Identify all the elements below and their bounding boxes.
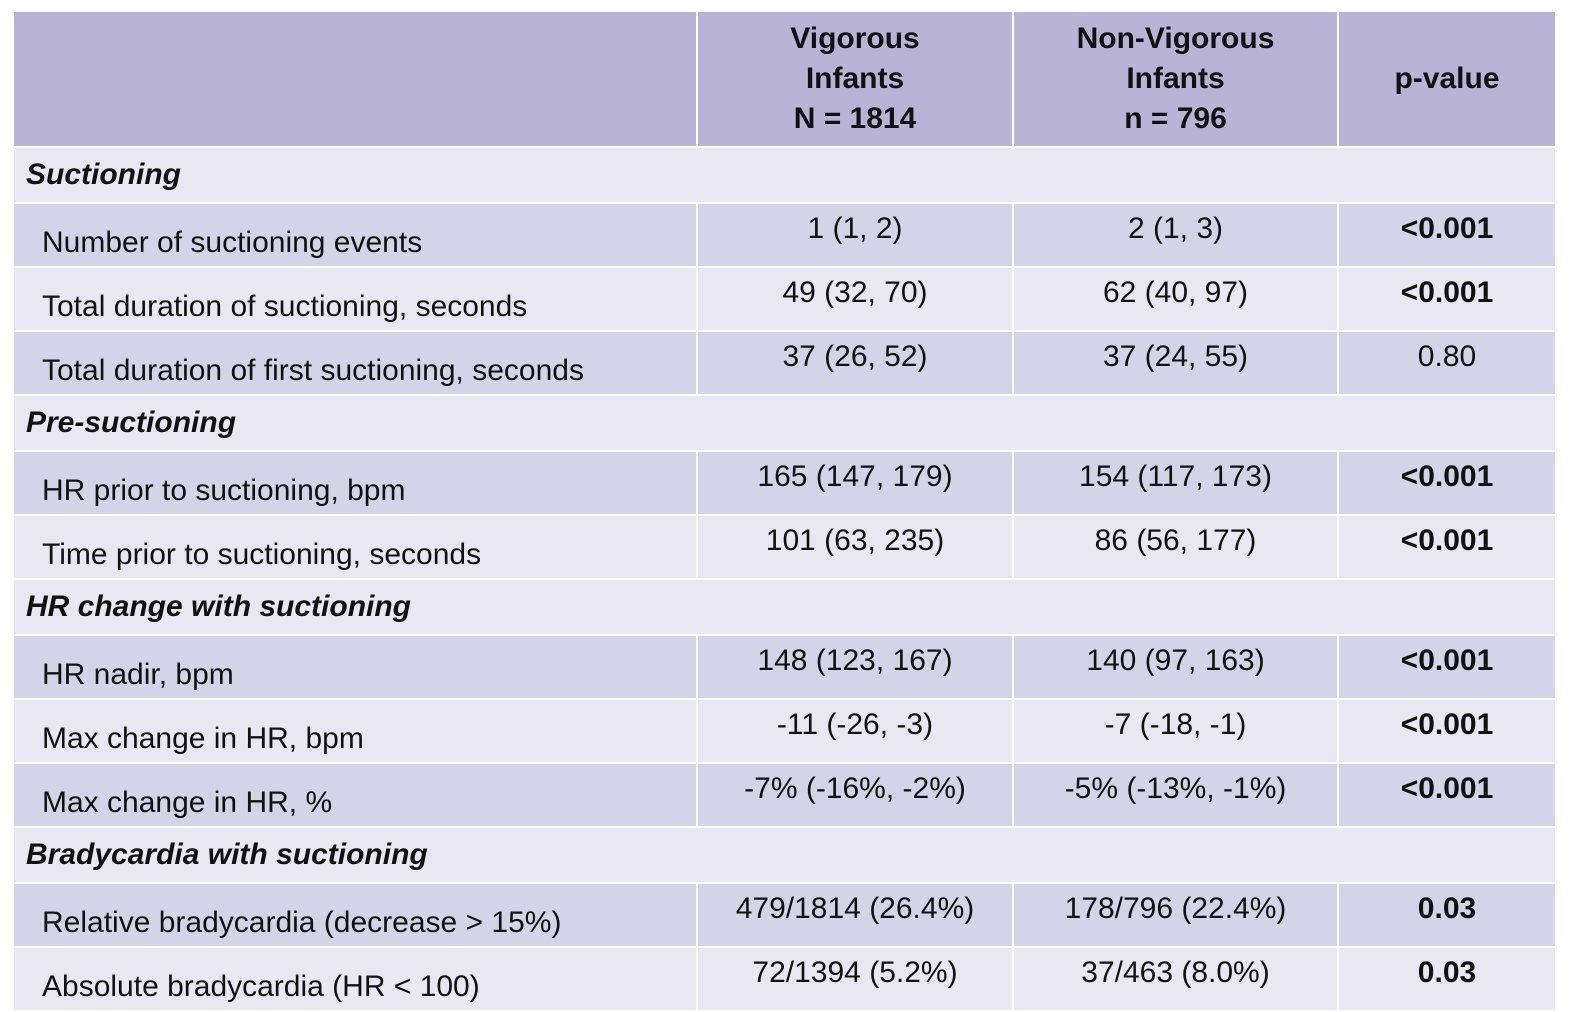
header-non-vigorous: Non-Vigorous Infants n = 796 [1012,10,1339,148]
non-vigorous-value: 140 (97, 163) [1012,634,1339,700]
row-label: Relative bradycardia (decrease > 15%) [12,882,698,948]
header-non-vigorous-line1: Non-Vigorous [1076,22,1275,55]
results-table: Vigorous Infants N = 1814 Non-Vigorous I… [12,10,1557,1012]
section-row: HR change with suctioning [12,578,1557,636]
section-row: Bradycardia with suctioning [12,826,1557,884]
non-vigorous-value: 2 (1, 3) [1012,202,1339,268]
p-value: <0.001 [1337,202,1557,268]
table-row: Total duration of suctioning, seconds 49 … [12,266,1557,332]
vigorous-value: 72/1394 (5.2%) [696,946,1014,1012]
non-vigorous-value: 37/463 (8.0%) [1012,946,1339,1012]
header-non-vigorous-line2: Infants [1126,62,1225,95]
p-value: <0.001 [1337,514,1557,580]
table-row: HR nadir, bpm 148 (123, 167) 140 (97, 163)… [12,634,1557,700]
table-row: Absolute bradycardia (HR < 100) 72/1394 (… [12,946,1557,1012]
header-p-value: p-value [1337,10,1557,148]
table-container: Vigorous Infants N = 1814 Non-Vigorous I… [12,10,1557,1012]
p-value: <0.001 [1337,634,1557,700]
non-vigorous-value: 37 (24, 55) [1012,330,1339,396]
header-non-vigorous-line3: n = 796 [1124,102,1227,135]
row-label: Number of suctioning events [12,202,698,268]
vigorous-value: 479/1814 (26.4%) [696,882,1014,948]
p-value: 0.03 [1337,946,1557,1012]
header-vigorous: Vigorous Infants N = 1814 [696,10,1014,148]
header-vigorous-line1: Vigorous [790,22,920,55]
row-label: HR nadir, bpm [12,634,698,700]
vigorous-value: 37 (26, 52) [696,330,1014,396]
header-row: Vigorous Infants N = 1814 Non-Vigorous I… [12,10,1557,148]
table-row: Time prior to suctioning, seconds 101 (63… [12,514,1557,580]
row-label: HR prior to suctioning, bpm [12,450,698,516]
vigorous-value: -7% (-16%, -2%) [696,762,1014,828]
p-value: <0.001 [1337,762,1557,828]
section-row: Suctioning [12,146,1557,204]
vigorous-value: 101 (63, 235) [696,514,1014,580]
non-vigorous-value: 86 (56, 177) [1012,514,1339,580]
table-row: Max change in HR, bpm -11 (-26, -3) -7 (-1… [12,698,1557,764]
table-row: Number of suctioning events 1 (1, 2) 2 (1,… [12,202,1557,268]
vigorous-value: 49 (32, 70) [696,266,1014,332]
table-row: HR prior to suctioning, bpm 165 (147, 179… [12,450,1557,516]
header-vigorous-line3: N = 1814 [793,102,917,135]
p-value: <0.001 [1337,698,1557,764]
table-row: Relative bradycardia (decrease > 15%) 479… [12,882,1557,948]
p-value: 0.03 [1337,882,1557,948]
p-value: 0.80 [1337,330,1557,396]
row-label: Max change in HR, % [12,762,698,828]
vigorous-value: -11 (-26, -3) [696,698,1014,764]
p-value: <0.001 [1337,266,1557,332]
section-title: HR change with suctioning [12,578,1557,636]
non-vigorous-value: 154 (117, 173) [1012,450,1339,516]
section-row: Pre-suctioning [12,394,1557,452]
row-label: Total duration of suctioning, seconds [12,266,698,332]
header-vigorous-line2: Infants [805,62,905,95]
header-blank [12,10,698,148]
vigorous-value: 148 (123, 167) [696,634,1014,700]
non-vigorous-value: 62 (40, 97) [1012,266,1339,332]
section-title: Pre-suctioning [12,394,1557,452]
section-title: Bradycardia with suctioning [12,826,1557,884]
row-label: Total duration of first suctioning, seco… [12,330,698,396]
section-title: Suctioning [12,146,1557,204]
p-value: <0.001 [1337,450,1557,516]
non-vigorous-value: -5% (-13%, -1%) [1012,762,1339,828]
row-label: Absolute bradycardia (HR < 100) [12,946,698,1012]
table-body: Suctioning Number of suctioning events 1 (… [12,146,1557,1012]
non-vigorous-value: -7 (-18, -1) [1012,698,1339,764]
vigorous-value: 1 (1, 2) [696,202,1014,268]
table-row: Total duration of first suctioning, seco… [12,330,1557,396]
row-label: Time prior to suctioning, seconds [12,514,698,580]
non-vigorous-value: 178/796 (22.4%) [1012,882,1339,948]
table-row: Max change in HR, % -7% (-16%, -2%) -5% (-… [12,762,1557,828]
vigorous-value: 165 (147, 179) [696,450,1014,516]
row-label: Max change in HR, bpm [12,698,698,764]
